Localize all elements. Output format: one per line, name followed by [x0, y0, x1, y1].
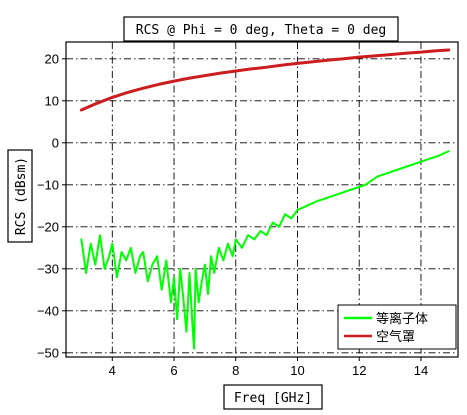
x-tick-label: 14: [414, 363, 428, 378]
series-line-air-cover: [79, 48, 451, 112]
x-tick-label: 10: [290, 363, 304, 378]
y-tick-label: −50: [37, 345, 59, 360]
series-layer: [79, 48, 451, 350]
chart-title: RCS @ Phi = 0 deg, Theta = 0 deg: [136, 23, 386, 38]
y-axis-label-box: RCS (dBsm): [7, 149, 33, 243]
x-tick-label: 12: [352, 363, 366, 378]
series-line-plasma: [80, 150, 450, 350]
y-tick-label: 0: [52, 135, 59, 150]
y-tick-label: −40: [37, 303, 59, 318]
x-tick-label: 8: [232, 363, 239, 378]
x-axis-label: Freq [GHz]: [234, 391, 312, 406]
y-tick-label: −20: [37, 219, 59, 234]
x-tick-label: 6: [170, 363, 177, 378]
legend-label-plasma: 等离子体: [376, 311, 428, 327]
axis-ticks: 4 6 8 10 12 14 20 10 0 −10 −20 −30 −40 −50: [37, 51, 428, 378]
y-tick-label: 20: [45, 51, 59, 66]
chart-title-box: RCS @ Phi = 0 deg, Theta = 0 deg: [123, 16, 399, 42]
y-axis-label: RCS (dBsm): [14, 157, 29, 235]
y-tick-label: −10: [37, 177, 59, 192]
y-tick-label: 10: [45, 93, 59, 108]
x-tick-label: 4: [109, 363, 116, 378]
y-tick-label: −30: [37, 261, 59, 276]
x-axis-label-box: Freq [GHz]: [223, 384, 323, 410]
legend-label-air-cover: 空气罩: [376, 329, 415, 345]
legend: 等离子体 空气罩: [337, 304, 457, 350]
